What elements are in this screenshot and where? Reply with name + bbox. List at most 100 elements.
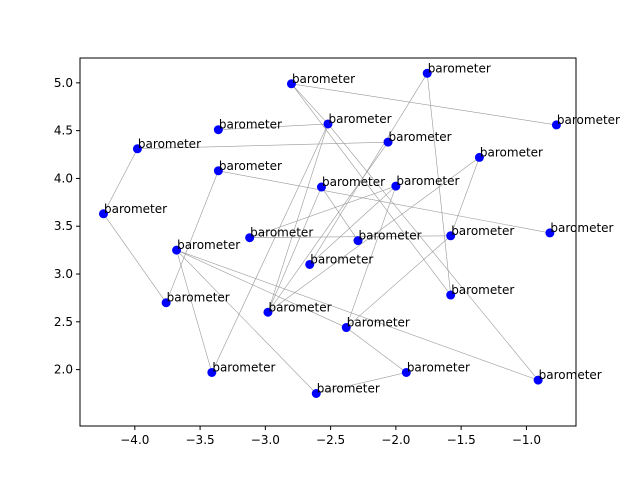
point-label: barometer: [250, 226, 313, 240]
point-label: barometer: [428, 61, 491, 75]
point-label: barometer: [407, 360, 470, 374]
point-label: barometer: [550, 221, 613, 235]
data-point: [213, 125, 223, 135]
point-label: barometer: [347, 316, 410, 330]
graph-edge: [218, 170, 550, 234]
plot-frame: [79, 57, 577, 427]
data-point: [383, 137, 393, 147]
data-point: [551, 120, 561, 130]
x-tick-label: −1.5: [447, 433, 476, 447]
graph-edge: [267, 157, 480, 313]
y-tick-label: 2.5: [54, 315, 73, 329]
graph-edge: [249, 185, 396, 238]
graph-edge: [309, 185, 397, 265]
point-labels-layer: barometer barometer barometer barometer baro…: [104, 61, 620, 395]
graph-edge: [211, 123, 329, 373]
point-label: barometer: [219, 118, 282, 132]
data-point: [161, 298, 171, 308]
data-point: [213, 166, 223, 176]
graph-edge: [309, 73, 428, 265]
point-label: barometer: [310, 252, 373, 266]
data-point: [545, 228, 555, 238]
data-point: [316, 182, 326, 192]
data-point: [245, 233, 255, 243]
graph-edge: [316, 372, 407, 394]
data-point: [446, 231, 456, 241]
data-point: [286, 79, 296, 89]
point-label: barometer: [329, 112, 392, 126]
x-tick-label: −1.0: [512, 433, 541, 447]
graph-edge: [346, 327, 407, 373]
data-point: [533, 375, 543, 385]
graph-edge: [291, 83, 557, 126]
data-point: [98, 209, 108, 219]
data-point: [263, 307, 273, 317]
edges-layer: [103, 73, 557, 394]
y-tick-label: 2.0: [54, 363, 73, 377]
graph-edge: [345, 185, 397, 328]
data-point: [323, 119, 333, 129]
point-label: barometer: [389, 130, 452, 144]
y-axis-ticks: 2.0 2.5 3.0 3.5 4.0 4.5 5.0: [54, 76, 80, 377]
x-tick-label: −4.0: [120, 433, 149, 447]
data-point: [132, 144, 142, 154]
graph-edge: [450, 157, 480, 236]
x-tick-label: −3.0: [251, 433, 280, 447]
point-label: barometer: [359, 229, 422, 243]
graph-edge: [176, 249, 539, 381]
graph-edge: [426, 73, 451, 296]
data-point: [341, 323, 351, 333]
point-label: barometer: [167, 291, 230, 305]
point-label: barometer: [104, 202, 167, 216]
point-label: barometer: [451, 224, 514, 238]
graph-edge: [137, 141, 389, 150]
point-label: barometer: [268, 300, 331, 314]
point-label: barometer: [219, 159, 282, 173]
graph-edge: [291, 83, 329, 125]
graph-edge: [267, 186, 322, 313]
graph-edge: [321, 186, 359, 241]
point-label: barometer: [451, 283, 514, 297]
graph-edge: [176, 249, 317, 394]
graph-edge: [267, 123, 329, 313]
x-tick-label: −2.5: [316, 433, 345, 447]
point-label: barometer: [212, 360, 275, 374]
point-label: barometer: [292, 72, 355, 86]
graph-edge: [176, 249, 347, 328]
data-point: [311, 389, 321, 399]
y-tick-label: 4.5: [54, 124, 73, 138]
data-point: [353, 236, 363, 246]
graph-edge: [176, 250, 213, 373]
x-tick-label: −3.5: [186, 433, 215, 447]
graph-edge: [249, 235, 451, 238]
graph-edge: [327, 123, 539, 381]
y-tick-label: 4.0: [54, 171, 73, 185]
graph-edge: [103, 213, 167, 303]
data-point: [474, 152, 484, 162]
point-label: barometer: [317, 382, 380, 396]
y-tick-label: 3.0: [54, 267, 73, 281]
point-label: barometer: [480, 145, 543, 159]
data-point: [446, 290, 456, 300]
point-label: barometer: [177, 238, 240, 252]
points-layer: [98, 68, 561, 399]
graph-edge: [218, 123, 329, 130]
point-label: barometer: [539, 368, 602, 382]
data-point: [401, 367, 411, 377]
x-tick-label: −2.0: [381, 433, 410, 447]
graph-edge: [291, 83, 451, 296]
graph-edge: [165, 170, 219, 303]
data-point: [422, 68, 432, 78]
x-axis-ticks: −4.0 −3.5 −3.0 −2.5 −2.0 −1.5 −1.0: [120, 426, 541, 447]
graph-edge: [346, 235, 451, 328]
point-label: barometer: [138, 137, 201, 151]
point-label: barometer: [322, 175, 385, 189]
data-point: [207, 367, 217, 377]
point-label: barometer: [396, 174, 459, 188]
data-point: [391, 181, 401, 191]
y-tick-label: 3.5: [54, 219, 73, 233]
point-label: barometer: [557, 113, 620, 127]
data-point: [305, 259, 315, 269]
y-tick-label: 5.0: [54, 76, 73, 90]
